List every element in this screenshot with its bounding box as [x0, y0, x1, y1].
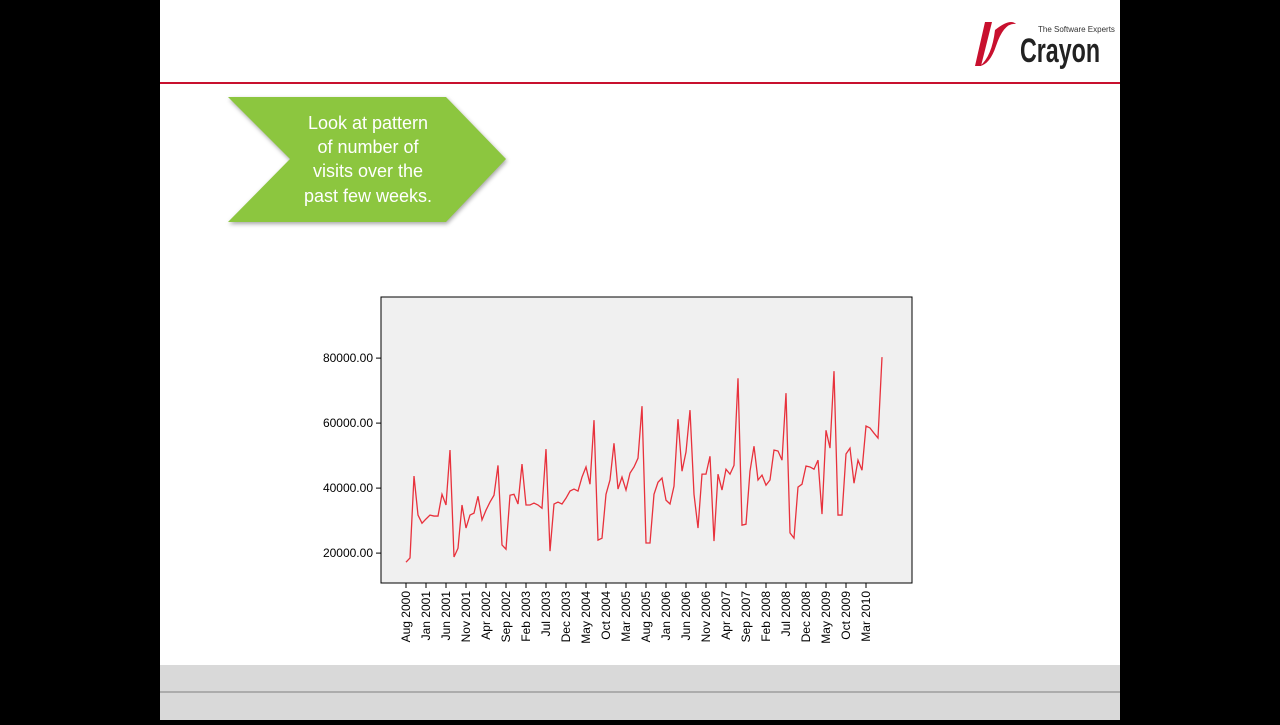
- x-tick-label: Jun 2006: [679, 591, 693, 641]
- x-tick-label: Feb 2008: [759, 591, 773, 642]
- x-tick-label: Mar 2010: [859, 591, 873, 642]
- x-tick-label: Aug 2000: [399, 591, 413, 643]
- callout: Look at pattern of number of visits over…: [228, 97, 506, 222]
- y-tick-label: 80000.00: [323, 351, 373, 365]
- callout-arrow: [228, 97, 506, 222]
- chart: 20000.00 40000.00 60000.00 80000.00 Aug 2000…: [323, 351, 883, 644]
- x-tick-label: Feb 2003: [519, 591, 533, 642]
- x-tick-label: Oct 2004: [599, 591, 613, 640]
- callout-text: visits over the: [313, 161, 423, 181]
- x-tick-label: Jul 2003: [539, 591, 553, 637]
- x-tick-label: Nov 2001: [459, 591, 473, 643]
- logo-tagline: The Software Experts: [1038, 25, 1115, 34]
- x-tick-label: Apr 2002: [479, 591, 493, 640]
- x-tick-label: Mar 2005: [619, 591, 633, 642]
- callout-text: past few weeks.: [304, 186, 432, 206]
- logo-mark: [975, 22, 1016, 66]
- x-tick-label: Nov 2006: [699, 591, 713, 643]
- y-tick-label: 60000.00: [323, 416, 373, 430]
- x-tick-label: Dec 2003: [559, 591, 573, 643]
- logo-name: Crayon: [1020, 32, 1100, 70]
- x-tick-label: May 2009: [819, 591, 833, 644]
- y-tick-label: 40000.00: [323, 481, 373, 495]
- x-tick-label: Jul 2008: [779, 591, 793, 637]
- x-tick-label: Jan 2001: [419, 591, 433, 641]
- data-line: [405, 357, 883, 563]
- callout-text: Look at pattern: [308, 113, 428, 133]
- x-tick-label: Oct 2009: [839, 591, 853, 640]
- x-tick-label: Jun 2001: [439, 591, 453, 641]
- x-tick-label: Jan 2006: [659, 591, 673, 641]
- logo: The Software Experts Crayon: [975, 22, 1115, 70]
- x-tick-label: Aug 2005: [639, 591, 653, 643]
- x-tick-label: Dec 2008: [799, 591, 813, 643]
- x-tick-label: Apr 2007: [719, 591, 733, 640]
- y-tick-label: 20000.00: [323, 546, 373, 560]
- x-tick-label: Sep 2002: [499, 591, 513, 643]
- x-tick-label: May 2004: [579, 591, 593, 644]
- x-tick-label: Sep 2007: [739, 591, 753, 643]
- callout-text: of number of: [317, 137, 419, 157]
